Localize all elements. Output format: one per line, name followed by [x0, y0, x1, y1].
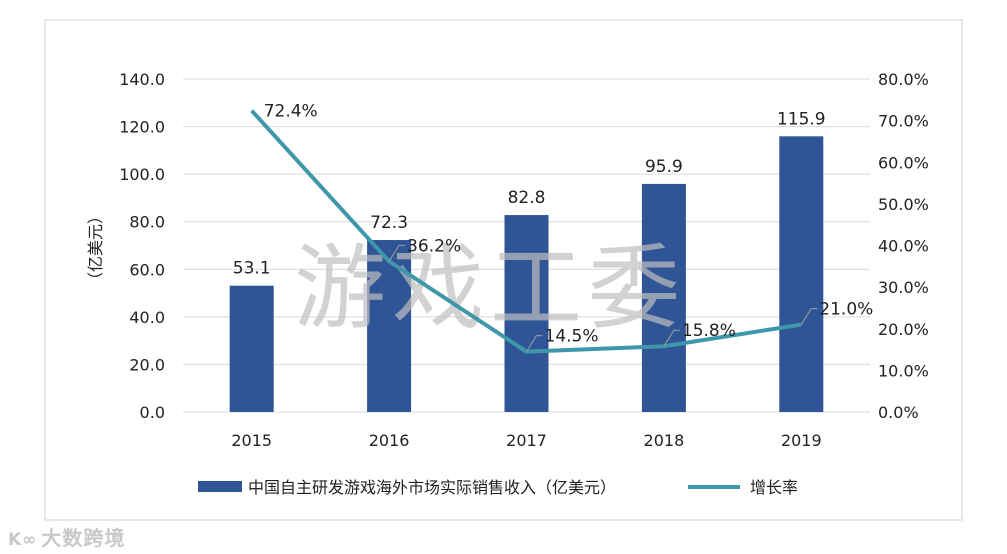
- logo-text: 大数跨境: [41, 526, 126, 550]
- y-tick-label: 60.0: [129, 260, 165, 279]
- y2-tick-label: 40.0%: [878, 237, 929, 256]
- bar-data-label: 53.1: [233, 259, 271, 279]
- label-leader-line: [526, 335, 543, 352]
- y-tick-label: 120.0: [119, 118, 165, 137]
- legend-line-label: 增长率: [750, 478, 798, 497]
- y-tick-label: 0.0: [140, 403, 165, 422]
- bar-data-label: 82.8: [508, 188, 546, 208]
- bar-data-label: 115.9: [777, 109, 826, 129]
- legend-bar-swatch: [198, 481, 242, 492]
- legend-bar-label: 中国自主研发游戏海外市场实际销售收入（亿美元）: [248, 478, 616, 497]
- x-tick-label: 2018: [644, 431, 685, 450]
- y-tick-label: 80.0: [129, 213, 165, 232]
- y-tick-label: 40.0: [129, 308, 165, 327]
- x-tick-label: 2016: [369, 431, 410, 450]
- y2-tick-label: 30.0%: [878, 278, 929, 297]
- x-tick-label: 2019: [781, 431, 822, 450]
- y2-tick-label: 50.0%: [878, 195, 929, 214]
- x-tick-label: 2017: [506, 431, 547, 450]
- bar-data-label: 95.9: [645, 157, 683, 177]
- logo-icon: K∞: [8, 530, 38, 550]
- y2-tick-label: 20.0%: [878, 320, 929, 339]
- line-data-label: 15.8%: [682, 321, 736, 341]
- bar: [504, 215, 549, 412]
- y-tick-label: 140.0: [119, 70, 165, 89]
- y2-tick-label: 10.0%: [878, 361, 929, 380]
- y2-tick-label: 0.0%: [878, 403, 919, 422]
- bar: [779, 136, 824, 412]
- label-leader-line: [388, 244, 406, 262]
- bar: [229, 285, 274, 412]
- x-tick-label: 2015: [231, 431, 272, 450]
- y2-tick-label: 60.0%: [878, 153, 929, 172]
- label-leader-line: [663, 329, 680, 347]
- label-leader-line: [800, 308, 818, 325]
- brand-logo: K∞ 大数跨境: [8, 522, 125, 551]
- y-tick-label: 100.0: [119, 165, 165, 184]
- y2-tick-label: 70.0%: [878, 112, 929, 131]
- line-data-label: 14.5%: [545, 327, 599, 347]
- line-data-label: 36.2%: [407, 236, 461, 256]
- y-axis-label: （亿美元）: [86, 208, 105, 288]
- bar: [641, 183, 686, 412]
- line-data-label: 72.4%: [264, 102, 318, 122]
- bar-data-label: 72.3: [370, 213, 408, 233]
- y2-tick-label: 80.0%: [878, 70, 929, 89]
- y-tick-label: 20.0: [129, 355, 165, 374]
- line-data-label: 21.0%: [819, 300, 873, 320]
